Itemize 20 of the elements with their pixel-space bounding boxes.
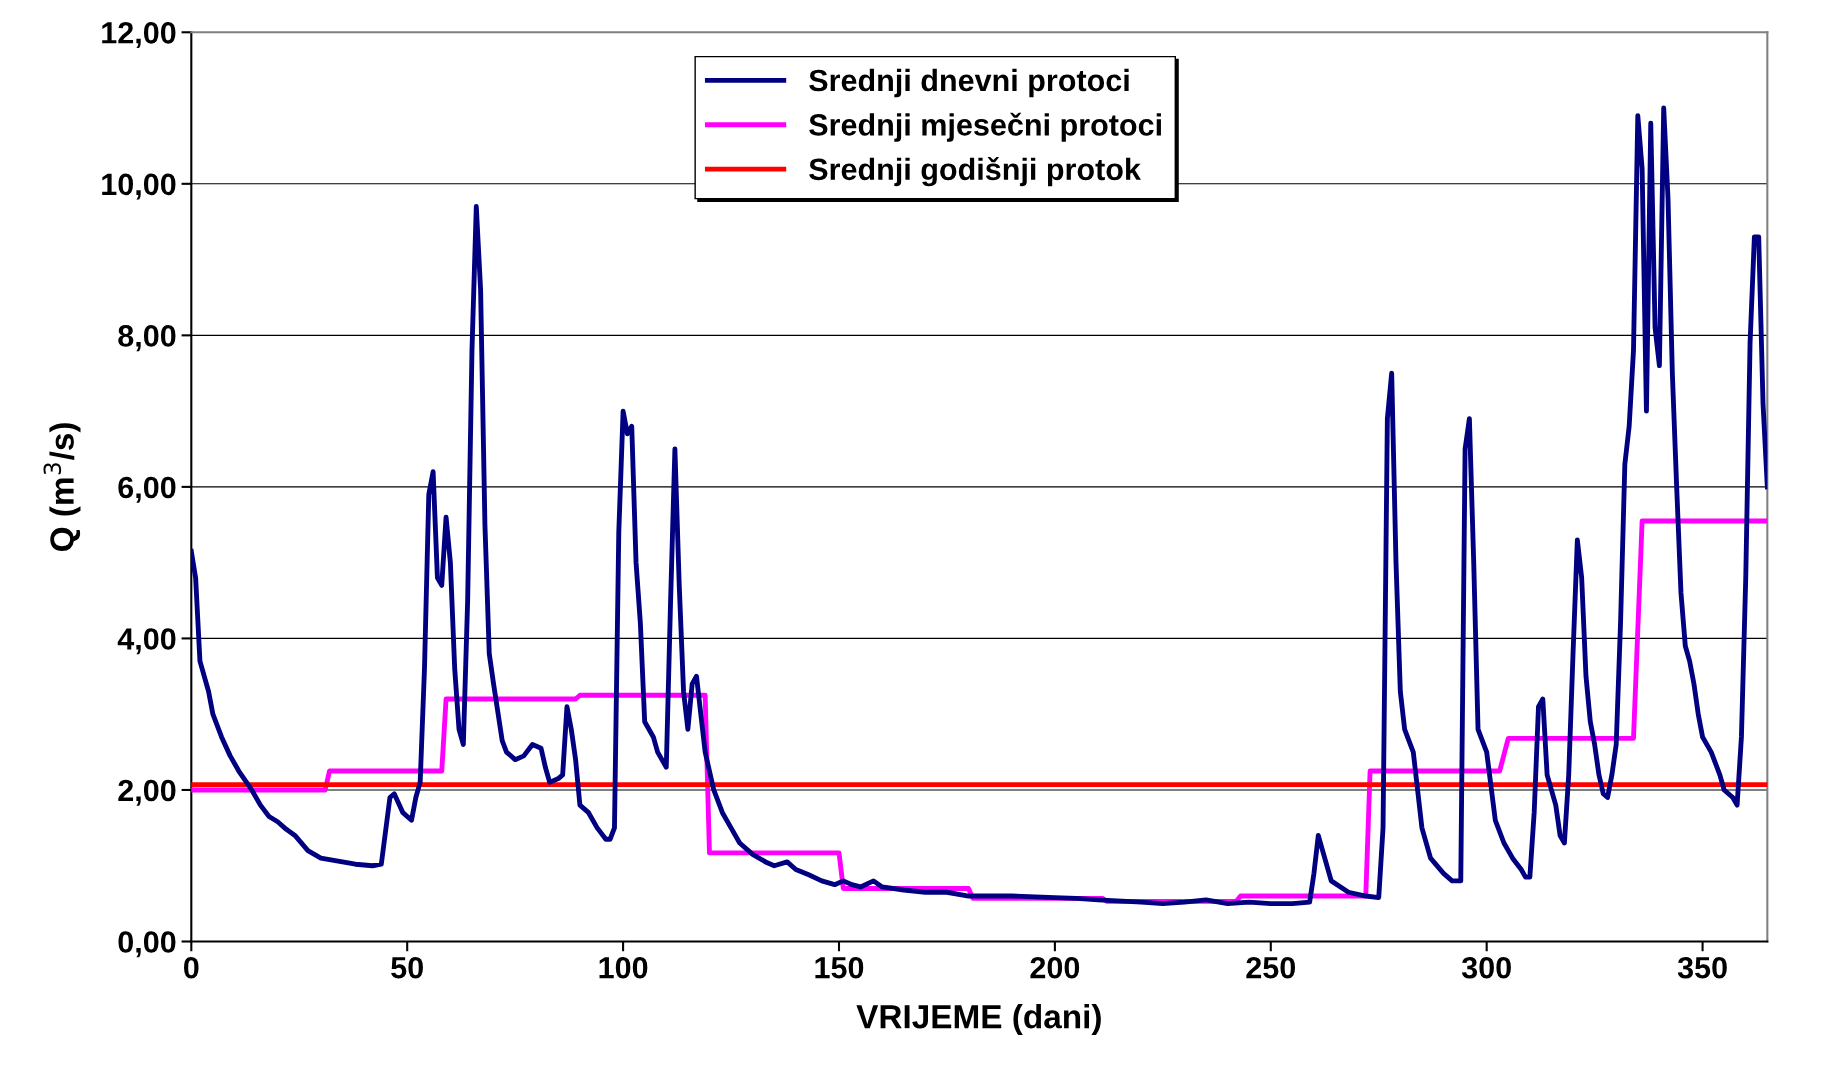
x-tick-label: 100 bbox=[599, 956, 648, 979]
y-tick-label: 10,00 bbox=[102, 173, 176, 200]
y-tick-label: 2,00 bbox=[118, 779, 176, 806]
legend-label: Srednji dnevni protoci bbox=[809, 68, 1129, 98]
legend-label: Srednji godišnji protok bbox=[809, 157, 1141, 187]
y-tick-label: 8,00 bbox=[118, 325, 176, 352]
x-tick-label: 350 bbox=[1677, 956, 1727, 979]
x-tick-label: 300 bbox=[1461, 956, 1511, 979]
y-axis-title: Q (m$^{3}$/s) bbox=[43, 423, 81, 552]
x-tick-label: 150 bbox=[815, 956, 864, 979]
y-tick-label: 0,00 bbox=[118, 931, 176, 958]
y-tick-label: 4,00 bbox=[117, 628, 176, 655]
y-tick-label: 6,00 bbox=[118, 476, 176, 503]
x-tick-label: 0 bbox=[184, 956, 199, 979]
x-tick-label: 250 bbox=[1246, 956, 1296, 979]
legend-label: Srednji mjesečni protoci bbox=[809, 112, 1161, 142]
y-tick-label: 12,00 bbox=[102, 22, 176, 49]
x-tick-label: 50 bbox=[391, 956, 423, 979]
x-axis-title: VRIJEME (dani) bbox=[856, 1004, 1101, 1036]
x-tick-label: 200 bbox=[1030, 956, 1080, 979]
